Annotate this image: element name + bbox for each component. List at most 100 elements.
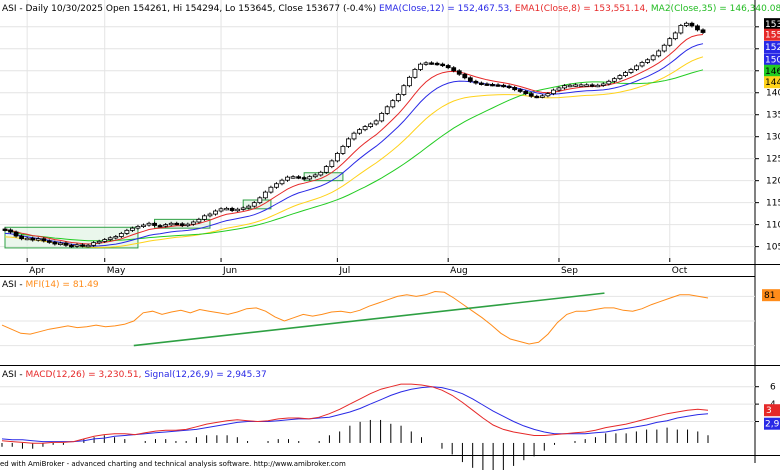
price-bar-body <box>406 76 412 87</box>
price-bar-body <box>85 244 91 248</box>
macd-lines <box>1 383 709 444</box>
month-label: Apr <box>29 266 45 276</box>
price-bar-body <box>595 84 601 88</box>
price-value-tag <box>764 64 780 77</box>
price-bar-body <box>102 239 108 242</box>
price-bar-body <box>91 242 97 246</box>
price-bar-body <box>351 132 357 140</box>
mfi-grid <box>0 295 755 347</box>
price-value-tag <box>764 76 780 89</box>
month-axis: Apr May Jun Jul Aug Sep Oct <box>26 258 688 276</box>
price-bar-body <box>329 160 335 167</box>
macd-title-part-2: Signal(12,26,9) = 2,945.37 <box>141 370 266 380</box>
price-bar-body <box>379 113 385 122</box>
price-bar-body <box>157 225 163 228</box>
signal-line <box>1 386 709 443</box>
macd-grid <box>0 386 755 423</box>
price-bar-body <box>678 25 684 34</box>
price-bar-body <box>268 186 274 193</box>
price-bar-body <box>13 231 19 237</box>
month-label: Sep <box>561 266 578 276</box>
price-bar-body <box>285 176 290 181</box>
month-label: May <box>107 266 126 276</box>
mfi-pane-title: ASI - MFI(14) = 81.49 <box>2 280 99 290</box>
price-bar-body <box>523 91 529 95</box>
price-axis-label: 120 <box>766 177 780 187</box>
price-axis-label: 115 <box>766 199 780 209</box>
price-bar-body <box>506 85 512 89</box>
price-bar-body <box>163 224 169 227</box>
price-bar-body <box>152 222 157 226</box>
price-bar-body <box>185 223 191 227</box>
price-bar-body <box>334 153 340 162</box>
price-value-tag <box>764 53 780 66</box>
moving-average-lines <box>4 34 704 248</box>
price-bar-body <box>146 222 152 226</box>
macd-title-part-0: ASI - <box>2 370 26 380</box>
price-bar-body <box>484 83 490 86</box>
price-axis-label: 125 <box>766 155 780 165</box>
price-bar-body <box>207 213 213 217</box>
price-bar-body <box>689 22 695 27</box>
price-value-tag-label: 144 <box>765 78 780 88</box>
mfi-pane[interactable]: 81 <box>0 289 780 347</box>
price-bar-body <box>141 224 146 227</box>
price-bar-body <box>290 176 296 179</box>
price-value-tag <box>764 18 780 31</box>
price-bar-body <box>545 93 551 97</box>
price-bar-body <box>168 222 174 226</box>
price-bar-body <box>401 85 407 95</box>
macd-line <box>1 383 709 444</box>
price-bar-body <box>63 242 69 246</box>
price-bar-body <box>362 126 368 131</box>
footer-credit: ed with AmiBroker - advanced charting an… <box>0 460 346 468</box>
price-bar-body <box>196 218 202 223</box>
price-bar-body <box>296 176 302 179</box>
macd-value-tags: 32,9 <box>764 404 780 430</box>
price-bar-body <box>423 62 429 65</box>
price-bar-body <box>96 240 102 244</box>
price-bar-body <box>74 244 80 247</box>
price-bar-body <box>312 174 318 178</box>
price-bar-body <box>35 238 41 241</box>
price-title-part-0: ASI - Daily 10/30/2025 Open 154261, Hi 1… <box>2 4 376 14</box>
macd-pane-title: ASI - MACD(12,26) = 3,230.51, Signal(12,… <box>2 370 267 380</box>
price-bar-body <box>46 240 52 243</box>
price-axis-label: 105 <box>766 243 780 253</box>
price-bar-body <box>323 166 329 173</box>
price-bar-body <box>567 84 573 88</box>
price-bar-body <box>279 179 285 185</box>
price-bar-body <box>202 215 207 220</box>
signal-value-tag-box <box>764 417 780 430</box>
price-bar-body <box>634 65 639 70</box>
price-bar-body <box>517 89 523 92</box>
price-bar-body <box>501 84 506 88</box>
price-bar-body <box>645 59 651 63</box>
mfi-title-part-1: MFI(14) = 81.49 <box>26 280 99 290</box>
mfi-value-tag-box <box>762 289 780 302</box>
price-value-tag-label: 155 <box>765 31 780 41</box>
month-label: Aug <box>450 266 468 276</box>
price-bar-body <box>700 29 706 33</box>
macd-pane[interactable]: 642 32,9 <box>0 383 780 470</box>
price-bar-body <box>456 70 462 75</box>
price-bars <box>2 21 706 248</box>
price-bar-body <box>235 208 241 212</box>
price-pane-title: ASI - Daily 10/30/2025 Open 154261, Hi 1… <box>2 4 780 14</box>
price-bar-body <box>346 138 351 147</box>
price-bar-body <box>395 94 401 102</box>
ema20-line <box>4 56 704 248</box>
price-bar-body <box>262 191 268 199</box>
mfi-lines <box>1 290 709 347</box>
price-bar-body <box>551 89 556 95</box>
price-bar-body <box>8 229 13 233</box>
price-bar-body <box>512 87 518 91</box>
price-value-tag-label: 152 <box>765 43 780 53</box>
ema12-line <box>4 43 704 247</box>
price-bar-body <box>113 236 119 239</box>
macd-title-part-1: MACD(12,26) = 3,230.51, <box>26 370 142 380</box>
price-bar-body <box>434 62 440 66</box>
